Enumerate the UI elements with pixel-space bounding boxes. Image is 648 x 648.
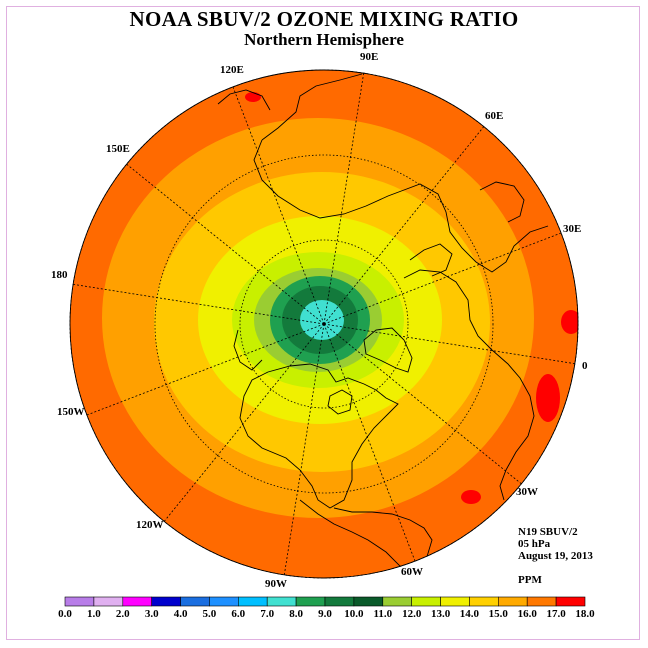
colorbar-swatch — [180, 596, 210, 607]
colorbar-tick-label: 18.0 — [575, 608, 595, 620]
ozone-hotspot — [245, 92, 261, 102]
colorbar-swatch — [382, 596, 412, 607]
colorbar-swatch — [411, 596, 441, 607]
colorbar-swatch — [266, 596, 297, 607]
colorbar-swatch — [526, 596, 557, 607]
colorbar-swatch — [440, 596, 470, 607]
colorbar-tick-label: 16.0 — [517, 608, 537, 620]
colorbar-swatch — [295, 596, 326, 607]
latitude-circle-60n — [154, 154, 494, 494]
info-satellite: N19 SBUV/2 — [518, 526, 578, 538]
colorbar-tick-label: 15.0 — [488, 608, 508, 620]
colorbar-swatch — [151, 596, 181, 607]
map-boundary — [69, 69, 579, 579]
lon-label-0: 0 — [582, 360, 588, 372]
lon-label-90e: 90E — [360, 51, 379, 63]
colorbar-tick-label: 3.0 — [144, 608, 159, 620]
colorbar-swatch — [353, 596, 384, 607]
info-level: 05 hPa — [518, 538, 551, 550]
info-date: August 19, 2013 — [518, 550, 593, 562]
colorbar-swatch — [209, 596, 239, 607]
ozone-hotspot — [561, 310, 578, 334]
lon-label-150w: 150W — [57, 406, 85, 418]
lon-label-90w: 90W — [265, 578, 287, 590]
colorbar-tick-label: 14.0 — [459, 608, 480, 620]
colorbar-tick-label: 12.0 — [402, 608, 422, 620]
info-unit: PPM — [518, 574, 542, 586]
latitude-circle-75n — [239, 239, 409, 409]
colorbar-swatch — [555, 596, 586, 607]
lon-label-150e: 150E — [106, 143, 130, 155]
lon-label-60e: 60E — [485, 110, 504, 122]
colorbar-tick-label: 9.0 — [318, 608, 332, 620]
colorbar-swatch — [497, 596, 528, 607]
coastlines — [217, 73, 549, 578]
ozone-hotspot — [536, 374, 560, 422]
colorbar-swatch — [238, 596, 268, 607]
colorbar-tick-label: 10.0 — [344, 608, 364, 620]
colorbar-tick-label: 8.0 — [289, 608, 303, 620]
lon-label-30e: 30E — [563, 223, 582, 235]
colorbar-tick-label: 0.0 — [58, 608, 72, 620]
colorbar-tick-label: 6.0 — [231, 608, 246, 620]
colorbar-tick-label: 1.0 — [87, 608, 101, 620]
ozone-hotspot — [461, 490, 481, 504]
chart-title: NOAA SBUV/2 OZONE MIXING RATIO — [129, 7, 519, 31]
colorbar-tick-label: 17.0 — [546, 608, 566, 620]
colorbar-swatch — [469, 596, 499, 607]
colorbar-tick-label: 4.0 — [173, 608, 188, 620]
lon-label-120w: 120W — [136, 519, 164, 531]
colorbar-tick-label: 13.0 — [430, 608, 451, 620]
colorbar-swatch — [324, 596, 355, 607]
chart-subtitle: Northern Hemisphere — [244, 30, 404, 49]
ozone-core-7-8 — [300, 300, 344, 340]
colorbar-tick-label: 7.0 — [260, 608, 275, 620]
lon-label-60w: 60W — [401, 566, 423, 578]
lon-label-120e: 120E — [220, 64, 244, 76]
colorbar-swatch — [93, 596, 124, 607]
colorbar-swatch — [64, 596, 95, 607]
figure-frame — [6, 6, 640, 640]
colorbar-tick-label: 2.0 — [115, 608, 130, 620]
colorbar-tick-label: 5.0 — [202, 608, 217, 620]
lon-label-30w: 30W — [516, 486, 538, 498]
colorbar-swatch — [122, 596, 153, 607]
lon-label-180: 180 — [51, 269, 68, 281]
colorbar-tick-label: 11.0 — [373, 608, 393, 620]
colorbar — [64, 596, 586, 607]
